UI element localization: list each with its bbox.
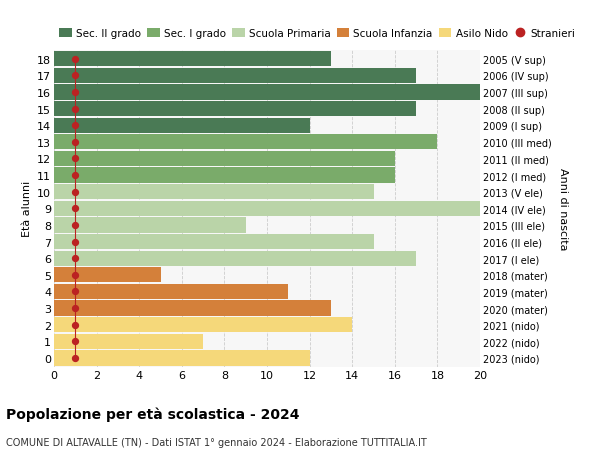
- Bar: [54, 334, 203, 349]
- Legend: Sec. II grado, Sec. I grado, Scuola Primaria, Scuola Infanzia, Asilo Nido, Stran: Sec. II grado, Sec. I grado, Scuola Prim…: [59, 29, 575, 39]
- Text: Popolazione per età scolastica - 2024: Popolazione per età scolastica - 2024: [6, 406, 299, 421]
- Point: [71, 354, 80, 362]
- Bar: [54, 102, 416, 117]
- Point: [71, 139, 80, 146]
- Bar: [54, 351, 310, 366]
- Bar: [54, 52, 331, 67]
- Point: [71, 156, 80, 163]
- Point: [71, 272, 80, 279]
- Bar: [54, 68, 416, 84]
- Point: [71, 106, 80, 113]
- Bar: [54, 201, 480, 217]
- Text: COMUNE DI ALTAVALLE (TN) - Dati ISTAT 1° gennaio 2024 - Elaborazione TUTTITALIA.: COMUNE DI ALTAVALLE (TN) - Dati ISTAT 1°…: [6, 437, 427, 447]
- Point: [71, 73, 80, 80]
- Bar: [54, 235, 373, 250]
- Bar: [54, 301, 331, 316]
- Bar: [54, 284, 289, 299]
- Point: [71, 238, 80, 246]
- Bar: [54, 251, 416, 266]
- Y-axis label: Età alunni: Età alunni: [22, 181, 32, 237]
- Point: [71, 89, 80, 96]
- Bar: [54, 135, 437, 150]
- Point: [71, 305, 80, 312]
- Point: [71, 189, 80, 196]
- Point: [71, 255, 80, 262]
- Y-axis label: Anni di nascita: Anni di nascita: [559, 168, 568, 250]
- Point: [71, 172, 80, 179]
- Bar: [54, 151, 395, 167]
- Point: [71, 338, 80, 345]
- Bar: [54, 218, 246, 233]
- Point: [71, 321, 80, 329]
- Point: [71, 222, 80, 229]
- Bar: [54, 268, 161, 283]
- Bar: [54, 317, 352, 332]
- Point: [71, 122, 80, 129]
- Point: [71, 56, 80, 63]
- Bar: [54, 118, 310, 134]
- Point: [71, 205, 80, 213]
- Bar: [54, 168, 395, 183]
- Bar: [54, 185, 373, 200]
- Bar: [54, 85, 480, 101]
- Point: [71, 288, 80, 296]
